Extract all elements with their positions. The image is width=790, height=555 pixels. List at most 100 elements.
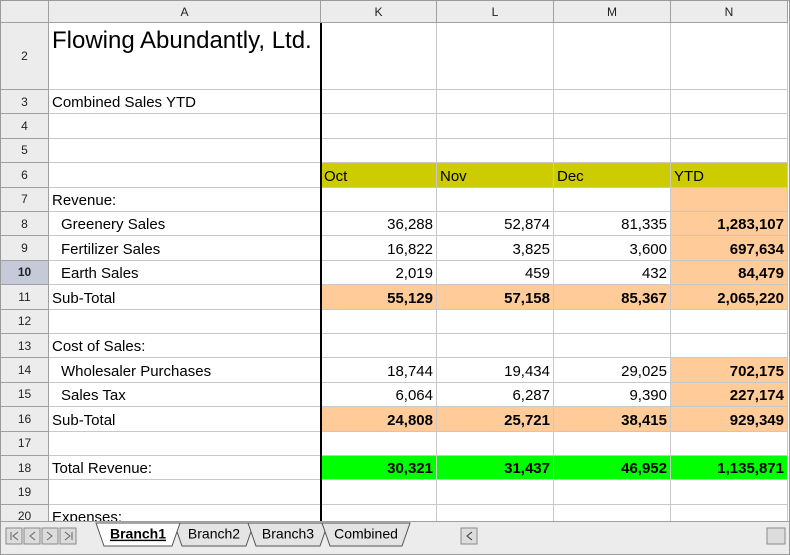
cell (49, 431, 321, 456)
cell: 25,721 (437, 407, 554, 432)
cell: Expenses: (49, 504, 321, 521)
cell: Flowing Abundantly, Ltd. (49, 23, 321, 90)
cell (671, 23, 788, 90)
sheet-tab[interactable] (321, 522, 411, 547)
cell: 31,437 (437, 456, 554, 481)
cell (554, 114, 671, 139)
cell (437, 480, 554, 505)
cell: 9,390 (554, 382, 671, 408)
next-sheet-button[interactable] (41, 527, 59, 545)
first-sheet-button[interactable] (5, 527, 23, 545)
sheet-tab[interactable] (173, 522, 255, 547)
cell: 929,349 (671, 407, 788, 432)
cell: 3,600 (554, 236, 671, 261)
cell: Sub-Total (49, 407, 321, 432)
cell: 6,287 (437, 382, 554, 408)
cell: YTD (671, 163, 788, 188)
cell: Combined Sales YTD (49, 90, 321, 115)
cell (671, 309, 788, 334)
cell: 1,135,871 (671, 456, 788, 481)
cell (321, 23, 437, 90)
sheet-tab-bar: Branch2 Branch3 Combined Branch1 (1, 521, 789, 554)
cell: 38,415 (554, 407, 671, 432)
scrollbar[interactable] (766, 527, 786, 545)
prev-sheet-button[interactable] (23, 527, 41, 545)
cell: 227,174 (671, 382, 788, 408)
cell (671, 334, 788, 359)
cell (437, 90, 554, 115)
cell: Cost of Sales: (49, 334, 321, 359)
row-header: 5 (1, 138, 49, 164)
cell (49, 480, 321, 505)
scroll-left-button[interactable] (460, 527, 478, 545)
cell (437, 334, 554, 359)
column-divider (320, 23, 322, 521)
cell: Fertilizer Sales (49, 236, 321, 261)
cell (554, 90, 671, 115)
sheet-tab-label: Branch1 (110, 526, 166, 542)
cell (321, 187, 437, 212)
cell-grid: A K L M N 2 Flowing Abundantly, Ltd. 3 Combined … (1, 1, 789, 521)
row-header: 13 (1, 334, 49, 359)
cell (437, 431, 554, 456)
column-header: A (49, 1, 321, 23)
last-sheet-button[interactable] (59, 527, 77, 545)
sheet-tab[interactable] (95, 522, 181, 547)
row-header: 19 (1, 480, 49, 505)
cell (321, 138, 437, 164)
cell (49, 309, 321, 334)
cell: 1,283,107 (671, 212, 788, 237)
cell (437, 187, 554, 212)
cell: 18,744 (321, 358, 437, 383)
cell: 2,019 (321, 260, 437, 286)
cell (554, 480, 671, 505)
sheet-tab-label: Branch2 (188, 526, 240, 542)
cell (321, 114, 437, 139)
cell: 84,479 (671, 260, 788, 286)
row-header: 14 (1, 358, 49, 383)
cell: Earth Sales (49, 260, 321, 286)
corner-cell (1, 1, 49, 23)
cell: Revenue: (49, 187, 321, 212)
cell (554, 309, 671, 334)
cell: 702,175 (671, 358, 788, 383)
cell (49, 163, 321, 188)
cell: Nov (437, 163, 554, 188)
cell: Wholesaler Purchases (49, 358, 321, 383)
cell (321, 480, 437, 505)
sheet-tab-label: Branch3 (262, 526, 314, 542)
cell (321, 504, 437, 521)
cell: Sales Tax (49, 382, 321, 408)
cell: 6,064 (321, 382, 437, 408)
row-header: 20 (1, 504, 49, 521)
cell (49, 138, 321, 164)
row-header: 11 (1, 285, 49, 310)
cell: 81,335 (554, 212, 671, 237)
cell (321, 90, 437, 115)
cell (437, 23, 554, 90)
cell (671, 114, 788, 139)
row-header: 4 (1, 114, 49, 139)
cell (671, 504, 788, 521)
cell (671, 431, 788, 456)
column-header: N (671, 1, 788, 23)
cell: 3,825 (437, 236, 554, 261)
cell: Oct (321, 163, 437, 188)
cell: 459 (437, 260, 554, 286)
cell (321, 431, 437, 456)
cell: 57,158 (437, 285, 554, 310)
sheet-tab-label: Combined (334, 526, 398, 542)
cell: 29,025 (554, 358, 671, 383)
cell (49, 114, 321, 139)
row-header: 17 (1, 431, 49, 456)
row-header: 12 (1, 309, 49, 334)
column-header: K (321, 1, 437, 23)
cell: 432 (554, 260, 671, 286)
cell: Sub-Total (49, 285, 321, 310)
scroll-arrow (466, 531, 473, 541)
cell (671, 138, 788, 164)
cell: 46,952 (554, 456, 671, 481)
cell (437, 138, 554, 164)
sheet-tab[interactable] (247, 522, 329, 547)
cell (437, 504, 554, 521)
